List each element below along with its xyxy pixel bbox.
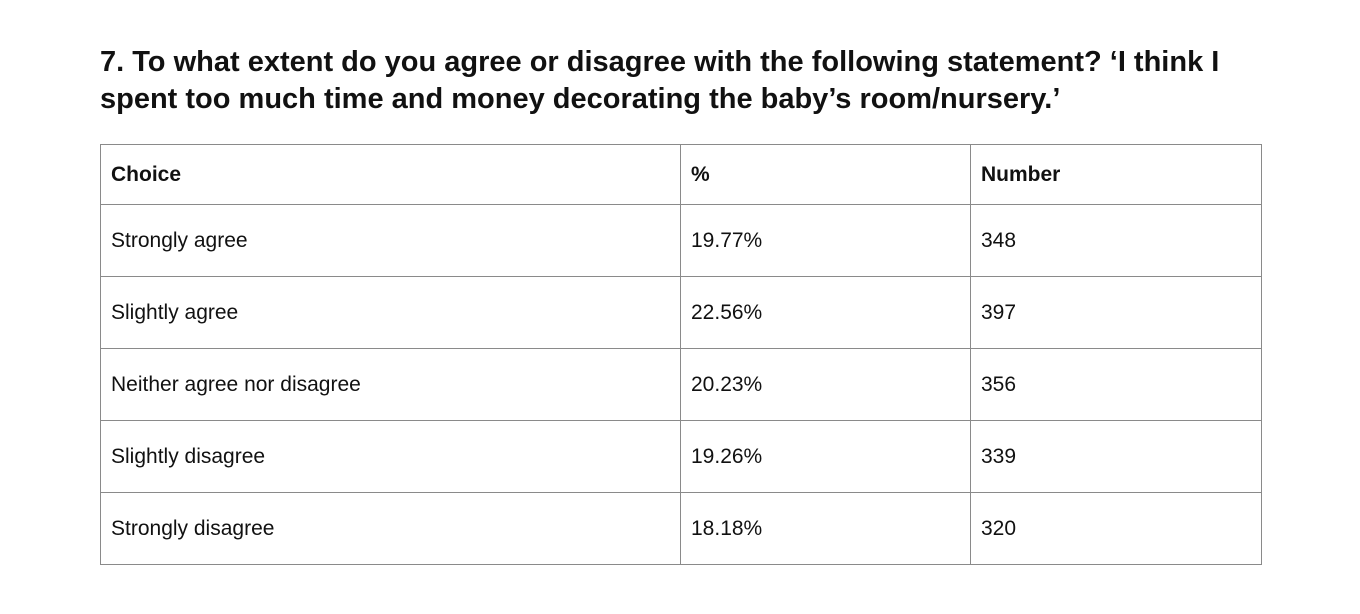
table-row: Strongly disagree 18.18% 320 <box>100 492 1262 565</box>
header-choice: Choice <box>100 144 681 205</box>
cell-choice: Strongly disagree <box>100 492 681 565</box>
cell-choice: Neither agree nor disagree <box>100 348 681 421</box>
cell-choice: Slightly disagree <box>100 420 681 493</box>
cell-percent: 20.23% <box>680 348 971 421</box>
cell-choice: Strongly agree <box>100 204 681 277</box>
header-number: Number <box>970 144 1262 205</box>
table-row: Neither agree nor disagree 20.23% 356 <box>100 348 1262 421</box>
question-title: 7. To what extent do you agree or disagr… <box>100 46 1220 115</box>
cell-number: 339 <box>970 420 1262 493</box>
cell-number: 320 <box>970 492 1262 565</box>
header-percent: % <box>680 144 971 205</box>
table-header-row: Choice % Number <box>100 144 1262 205</box>
table-row: Slightly disagree 19.26% 339 <box>100 420 1262 493</box>
cell-percent: 22.56% <box>680 276 971 349</box>
cell-percent: 19.26% <box>680 420 971 493</box>
cell-percent: 18.18% <box>680 492 971 565</box>
cell-percent: 19.77% <box>680 204 971 277</box>
results-table: Choice % Number Strongly agree 19.77% 34… <box>100 144 1262 565</box>
cell-number: 397 <box>970 276 1262 349</box>
cell-number: 348 <box>970 204 1262 277</box>
table-row: Strongly agree 19.77% 348 <box>100 204 1262 277</box>
cell-number: 356 <box>970 348 1262 421</box>
table-row: Slightly agree 22.56% 397 <box>100 276 1262 349</box>
cell-choice: Slightly agree <box>100 276 681 349</box>
